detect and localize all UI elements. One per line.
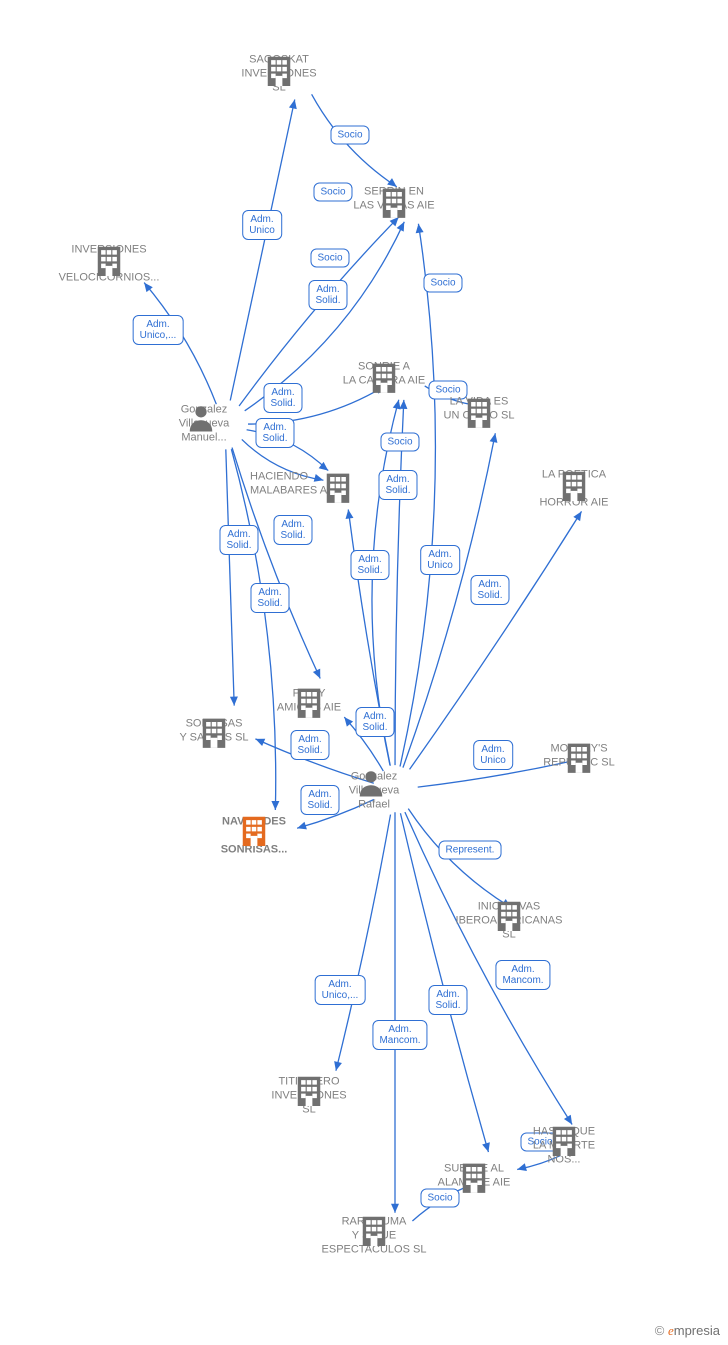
edge-label: Socio (380, 433, 419, 452)
edge-arrowhead (346, 510, 354, 519)
edge-label: Adm. Solid. (273, 515, 312, 545)
edge-label: Adm. Unico (420, 545, 460, 575)
edge-line (395, 400, 404, 765)
company-node[interactable]: TITIRITERO INVERSIONES SL (291, 1073, 369, 1116)
person-node[interactable]: Gonzalez Villanueva Rafael (356, 768, 434, 811)
person-node[interactable]: Gonzalez Villanueva Manuel... (186, 403, 264, 446)
company-node[interactable]: RARA SUMA Y SIGUE ESPECTACULOS SL (356, 1213, 434, 1256)
edge-label: Adm. Solid. (378, 470, 417, 500)
edge-label: Socio (330, 126, 369, 145)
edge-label: Adm. Unico (473, 740, 513, 770)
edge-arrowhead (490, 433, 498, 443)
edge-label: Adm. Unico (242, 210, 282, 240)
edge-label: Adm. Solid. (250, 583, 289, 613)
edge-arrowhead (399, 400, 407, 409)
company-node[interactable]: HACIENDO MALABARES AIE (320, 470, 370, 500)
edge-label: Adm. Solid. (290, 730, 329, 760)
company-node[interactable]: LA POETICA DEL HORROR AIE (556, 468, 634, 511)
edge-arrowhead (391, 1204, 399, 1213)
edge-label: Adm. Solid. (350, 550, 389, 580)
company-node[interactable]: SONRISAS Y SALTOS SL (196, 715, 274, 745)
watermark: © empresia (655, 1323, 720, 1339)
company-node[interactable]: NAVIDADES Y SONRISAS... (236, 813, 314, 856)
edge-label: Adm. Mancom. (495, 960, 550, 990)
company-node[interactable]: SUBETE AL ALAMBRE AIE (456, 1160, 534, 1190)
company-node[interactable]: INVERSIONES Y VELOCICORNIOS... (91, 243, 169, 286)
company-node[interactable]: PDS Y AMIGOS AIE (291, 685, 369, 715)
edge-arrowhead (271, 801, 279, 810)
edge-label: Adm. Unico,... (315, 975, 366, 1005)
edge-label: Represent. (439, 841, 502, 860)
edge-label: Socio (423, 274, 462, 293)
company-node[interactable]: MONKEY'S REPUBLIC SL (561, 740, 639, 770)
edge-label: Adm. Solid. (308, 280, 347, 310)
edge-label: Adm. Solid. (263, 383, 302, 413)
copyright-symbol: © (655, 1323, 665, 1338)
edge-label: Adm. Mancom. (372, 1020, 427, 1050)
edge-arrowhead (416, 224, 424, 233)
brand-rest: mpresia (674, 1323, 720, 1338)
company-node[interactable]: SERRIN EN LAS VENAS AIE (376, 185, 454, 215)
company-node[interactable]: SONRIE A LA CAMARA AIE (366, 360, 444, 390)
edge-arrowhead (573, 511, 581, 521)
edge-line (231, 449, 275, 810)
company-node[interactable]: INICIATIVAS IBEROAMERICANAS SL (491, 898, 569, 941)
edge-label: Adm. Solid. (470, 575, 509, 605)
edge-arrowhead (230, 696, 238, 705)
edge-label: Adm. Unico,... (133, 315, 184, 345)
edge-label: Adm. Solid. (428, 985, 467, 1015)
edge-arrowhead (289, 100, 297, 110)
company-node[interactable]: HASTA QUE LA MUERTE NOS... (546, 1123, 624, 1166)
edge-label: Socio (310, 249, 349, 268)
edge-arrowhead (334, 1061, 342, 1071)
edge-arrowhead (393, 400, 401, 410)
edge-line (400, 813, 488, 1152)
company-node[interactable]: SAGOSKAT INVERSIONES SL (261, 53, 339, 96)
edge-line (226, 449, 234, 705)
company-node[interactable]: LA VIDA ES UN CIRCO SL (461, 395, 539, 425)
edge-label: Socio (420, 1189, 459, 1208)
edge-label: Adm. Solid. (219, 525, 258, 555)
edge-line (230, 100, 295, 401)
